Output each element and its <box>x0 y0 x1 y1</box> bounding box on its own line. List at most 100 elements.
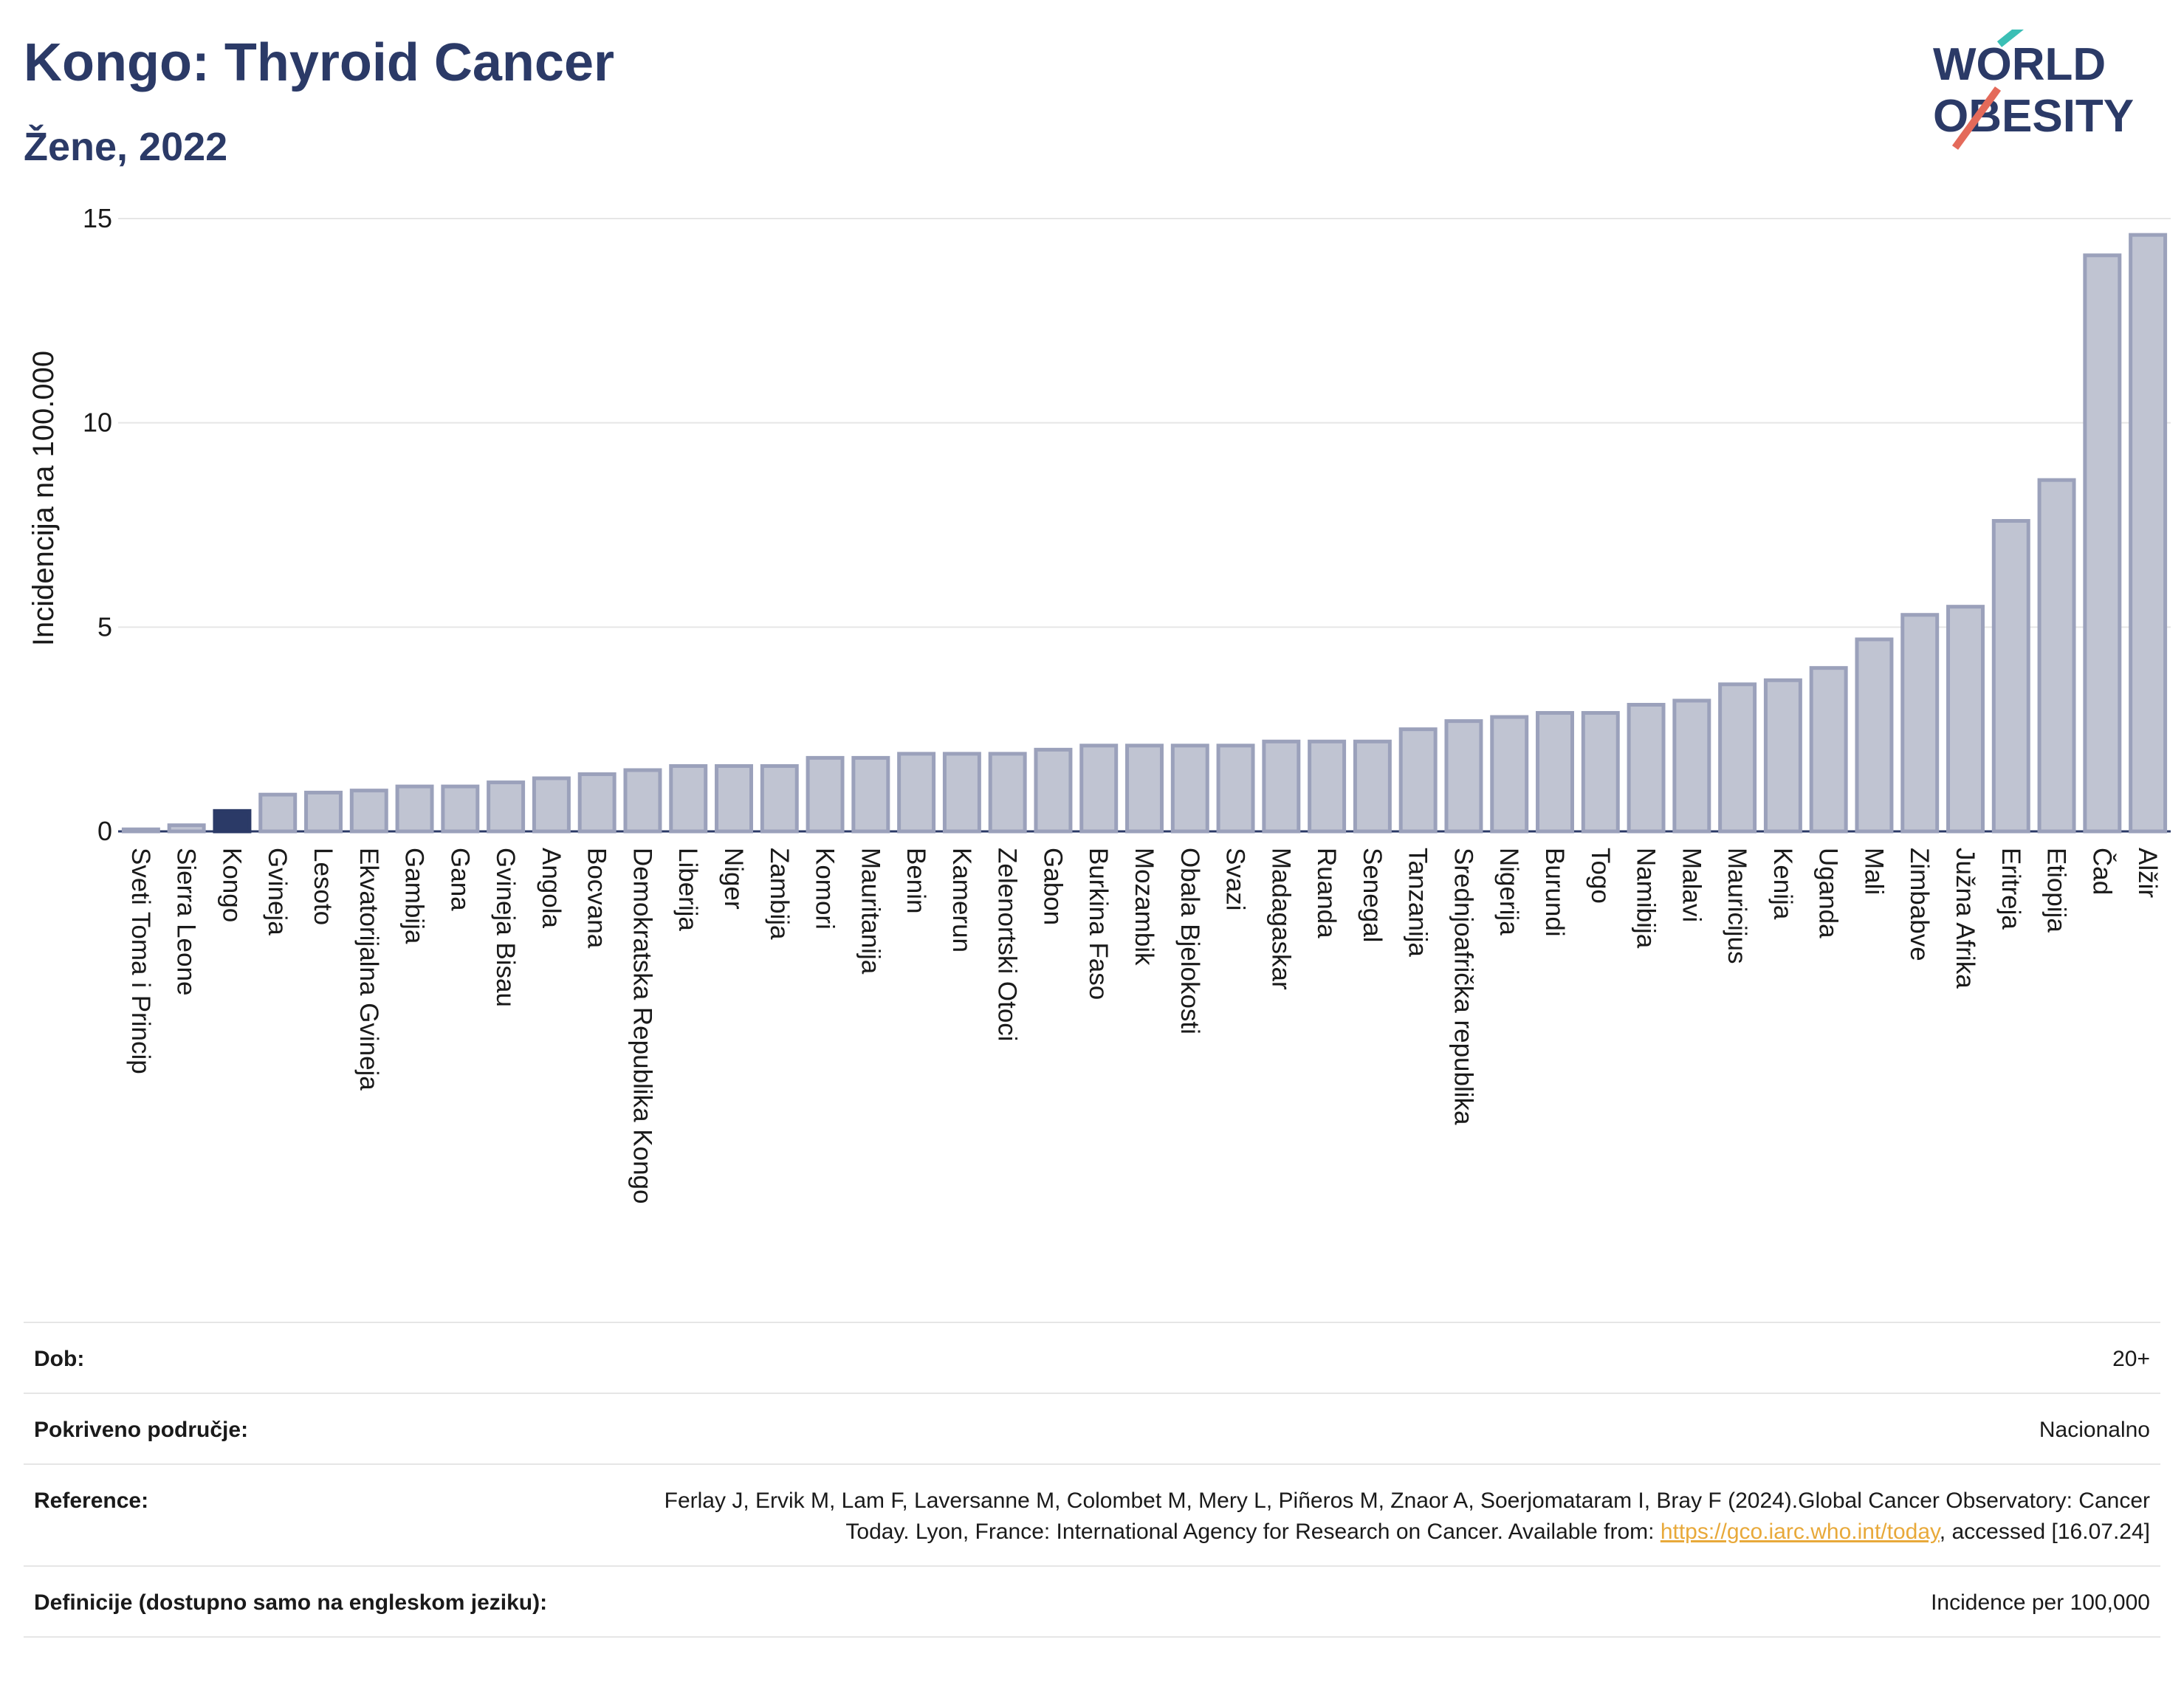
x-tick-label: Liberija <box>673 848 702 931</box>
x-tick-label: Malavi <box>1677 848 1706 922</box>
x-tick-label: Sierra Leone <box>172 848 201 995</box>
reference-link[interactable]: https://gco.iarc.who.int/today <box>1660 1520 1940 1544</box>
y-tick-label: 5 <box>97 611 112 642</box>
bar-madagaskar <box>1262 739 1301 834</box>
y-axis-label: Incidencija na 100.000 <box>27 351 60 646</box>
bar-demokratska-republika-kongo <box>623 768 662 834</box>
bar-mozambik <box>1125 744 1164 834</box>
bar-obala-bjelokosti <box>1170 744 1209 834</box>
logo-slash-red <box>1951 86 2002 150</box>
bar-burundi <box>1536 711 1574 834</box>
x-tick-label: Lesoto <box>309 848 337 925</box>
bar-sierra-leone <box>167 823 206 834</box>
x-tick-label: Mauritanija <box>856 848 885 975</box>
x-tick-label: Benin <box>902 848 930 914</box>
bar-angola <box>532 776 571 834</box>
bar-bocvana <box>577 772 617 834</box>
bar-etiopija <box>2037 478 2076 834</box>
x-tick-label: Sveti Toma i Princip <box>126 848 155 1074</box>
x-tick-label: Etiopija <box>2042 848 2071 933</box>
bar-zambija <box>760 763 799 834</box>
logo-slash-teal <box>1996 30 2025 47</box>
x-tick-label: Angola <box>537 848 566 929</box>
x-tick-label: Mauricijus <box>1723 848 1751 964</box>
x-tick-label: Gana <box>445 848 474 911</box>
bar-liberija <box>669 763 708 834</box>
x-tick-label: Svazi <box>1221 848 1250 911</box>
page-title: Kongo: Thyroid Cancer <box>24 33 615 92</box>
x-tick-label: Burundi <box>1540 848 1569 937</box>
x-tick-label: Uganda <box>1814 848 1843 938</box>
x-tick-label: Zelenortski Otoci <box>993 848 1022 1042</box>
info-row-reference: Reference: Ferlay J, Ervik M, Lam F, Lav… <box>24 1463 2160 1565</box>
bar-gana <box>441 784 480 834</box>
bar-gvineja <box>258 792 298 834</box>
x-tick-label: Namibija <box>1632 848 1661 949</box>
bar-gabon <box>1034 747 1073 834</box>
bar-senegal <box>1353 739 1392 834</box>
info-row-coverage: Pokriveno područje: Nacionalno <box>24 1393 2160 1463</box>
bar-alžir <box>2129 233 2168 834</box>
bar-kongo <box>213 808 252 834</box>
reference-suffix: , accessed [16.07.24] <box>1939 1520 2150 1544</box>
bar-eritreja <box>1991 518 2030 834</box>
bar-zimbabve <box>1900 613 1940 834</box>
y-tick-label: 15 <box>83 203 112 233</box>
bar-južna-afrika <box>1946 605 1985 834</box>
x-tick-label: Ruanda <box>1312 848 1341 938</box>
bar-zelenortski-otoci <box>988 752 1027 834</box>
x-tick-label: Kongo <box>217 848 246 922</box>
info-value-age: 20+ <box>2112 1347 2150 1371</box>
x-tick-label: Gabon <box>1038 848 1067 925</box>
x-tick-label: Zambija <box>765 848 794 940</box>
info-value-coverage: Nacionalno <box>2039 1418 2150 1442</box>
x-tick-label: Mali <box>1859 848 1888 895</box>
bar-malavi <box>1672 698 1711 834</box>
info-value-reference: Ferlay J, Ervik M, Lam F, Laversanne M, … <box>600 1486 2150 1548</box>
bar-kenija <box>1763 678 1802 834</box>
y-tick-label: 10 <box>83 408 112 438</box>
info-row-age: Dob: 20+ <box>24 1322 2160 1393</box>
info-label-definitions: Definicije (dostupno samo na engleskom j… <box>34 1590 548 1615</box>
bar-ruanda <box>1308 739 1347 834</box>
bar-benin <box>897 752 936 834</box>
x-tick-label: Zimbabve <box>1905 848 1934 961</box>
x-tick-label: Srednjoafrička republika <box>1449 848 1477 1125</box>
x-tick-label: Kenija <box>1768 848 1797 920</box>
bar-svazi <box>1216 744 1255 834</box>
bar-mauricijus <box>1718 682 1757 834</box>
bar-mauritanija <box>851 755 890 834</box>
bar-gvineja-bisau <box>487 780 526 834</box>
x-tick-label: Niger <box>719 848 748 910</box>
bar-mali <box>1855 637 1894 834</box>
x-tick-label: Komori <box>811 848 839 930</box>
x-tick-label: Čad <box>2087 848 2116 895</box>
info-table: Dob: 20+ Pokriveno područje: Nacionalno … <box>24 1322 2160 1638</box>
reference-text: Ferlay J, Ervik M, Lam F, Laversanne M, … <box>664 1489 2150 1544</box>
bar-sveti-toma-i-princip <box>121 827 160 834</box>
x-tick-label: Obala Bjelokosti <box>1175 848 1204 1034</box>
x-tick-label: Gvineja Bisau <box>491 848 520 1007</box>
bar-ekvatorijalna-gvineja <box>349 789 388 834</box>
x-tick-label: Bocvana <box>583 848 611 949</box>
x-tick-label: Demokratska Republika Kongo <box>628 848 656 1204</box>
logo-line1: WORLD <box>1933 39 2106 90</box>
bar-čad <box>2083 253 2122 834</box>
x-tick-label: Tanzanija <box>1404 848 1432 957</box>
x-tick-label: Mozambik <box>1130 848 1158 966</box>
bar-lesoto <box>304 790 343 834</box>
bar-togo <box>1581 711 1620 834</box>
x-tick-label: Togo <box>1586 848 1615 904</box>
page-subtitle: Žene, 2022 <box>24 125 228 169</box>
bar-kamerun <box>942 752 981 834</box>
x-tick-label: Gambija <box>400 848 429 944</box>
bar-nigerija <box>1490 715 1529 834</box>
bar-komori <box>806 755 845 834</box>
y-tick-label: 0 <box>97 816 112 846</box>
bar-tanzanija <box>1398 727 1438 834</box>
bar-gambija <box>395 784 434 834</box>
x-tick-label: Alžir <box>2133 848 2162 898</box>
info-label-coverage: Pokriveno područje: <box>34 1418 249 1442</box>
bar-niger <box>715 763 753 834</box>
x-tick-label: Madagaskar <box>1266 848 1295 990</box>
